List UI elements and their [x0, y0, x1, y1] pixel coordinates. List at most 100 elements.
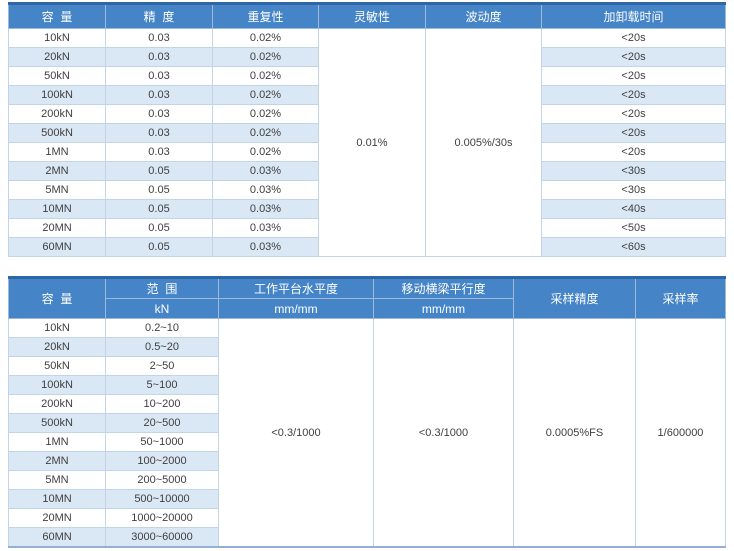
t1-header-precision: 精 度 [105, 3, 213, 29]
cell-capacity: 60MN [8, 237, 106, 257]
cell-capacity: 50kN [8, 66, 106, 86]
t1-header-repeatability: 重复性 [212, 3, 319, 29]
cell-capacity: 20kN [8, 47, 106, 67]
table-row: 5MN 0.05 0.03% <30s [8, 180, 726, 200]
cell-precision: 0.05 [105, 180, 213, 200]
cell-load-time: <20s [541, 142, 726, 162]
cell-precision: 0.05 [105, 237, 213, 257]
cell-precision: 0.05 [105, 218, 213, 238]
table-row: 2MN 100~2000 [8, 451, 726, 471]
cell-capacity: 20MN [8, 218, 106, 238]
cell-load-time: <20s [541, 85, 726, 105]
cell-repeatability: 0.03% [212, 180, 319, 200]
cell-repeatability: 0.03% [212, 237, 319, 257]
cell-range: 0.5~20 [105, 337, 219, 357]
table-row: 60MN 0.05 0.03% <60s [8, 237, 726, 257]
cell-crosshead-parallelism: <0.3/1000 [373, 318, 514, 548]
cell-load-time: <30s [541, 161, 726, 181]
range-table-body: 10kN 0.2~10 <0.3/1000 <0.3/1000 0.0005%FS 1/6… [8, 318, 726, 548]
cell-capacity: 1MN [8, 142, 106, 162]
cell-capacity: 50kN [8, 356, 106, 376]
cell-range: 200~5000 [105, 470, 219, 490]
cell-capacity: 10MN [8, 199, 106, 219]
table-row: 60MN 3000~60000 [8, 527, 726, 548]
cell-capacity: 10kN [8, 28, 106, 48]
cell-capacity: 500kN [8, 123, 106, 143]
t1-header-fluctuation: 波动度 [425, 3, 542, 29]
cell-platform-levelness: <0.3/1000 [218, 318, 374, 548]
table-row: 200kN 0.03 0.02% <20s [8, 104, 726, 124]
cell-repeatability: 0.03% [212, 161, 319, 181]
cell-range: 0.2~10 [105, 318, 219, 338]
table-row: 1MN 50~1000 [8, 432, 726, 452]
table-row: 20kN 0.03 0.02% <20s [8, 47, 726, 67]
cell-capacity: 2MN [8, 451, 106, 471]
cell-sensitivity: 0.01% [318, 28, 426, 257]
header-row: 容 量 范 围 工作平台水平度 移动横梁平行度 采样精度 采样率 [8, 277, 726, 319]
cell-capacity: 100kN [8, 375, 106, 395]
cell-repeatability: 0.02% [212, 142, 319, 162]
t2-header-crosshead-parallelism: 移动横梁平行度 [373, 277, 514, 299]
cell-capacity: 20MN [8, 508, 106, 528]
cell-fluctuation: 0.005%/30s [425, 28, 542, 257]
cell-load-time: <30s [541, 180, 726, 200]
cell-repeatability: 0.03% [212, 218, 319, 238]
cell-capacity: 5MN [8, 180, 106, 200]
t2-header-range: 范 围 [105, 277, 219, 299]
cell-load-time: <20s [541, 28, 726, 48]
table-row: 200kN 10~200 [8, 394, 726, 414]
table-row: 1MN 0.03 0.02% <20s [8, 142, 726, 162]
t2-header-sampling-accuracy: 采样精度 [513, 277, 636, 319]
table-row: 100kN 5~100 [8, 375, 726, 395]
t1-header-sensitivity: 灵敏性 [318, 3, 426, 29]
header-unit-row: kN mm/mm mm/mm [9, 298, 726, 319]
cell-precision: 0.03 [105, 123, 213, 143]
t2-header-capacity: 容 量 [8, 277, 106, 319]
t1-header-capacity: 容 量 [8, 3, 106, 29]
cell-capacity: 200kN [8, 394, 106, 414]
cell-precision: 0.03 [105, 104, 213, 124]
table-row: 500kN 0.03 0.02% <20s [8, 123, 726, 143]
cell-range: 2~50 [105, 356, 219, 376]
accuracy-table-body: 10kN 0.03 0.02% 0.01% 0.005%/30s <20s 20kN 0.03… [8, 28, 726, 257]
cell-repeatability: 0.02% [212, 47, 319, 67]
header-row: 容 量 精 度 重复性 灵敏性 波动度 加卸载时间 [8, 3, 726, 29]
cell-range: 5~100 [105, 375, 219, 395]
cell-load-time: <20s [541, 123, 726, 143]
cell-capacity: 500kN [8, 413, 106, 433]
table-row: 10MN 500~10000 [8, 489, 726, 509]
table-row: 2MN 0.05 0.03% <30s [8, 161, 726, 181]
cell-range: 20~500 [105, 413, 219, 433]
cell-capacity: 10kN [8, 318, 106, 338]
cell-repeatability: 0.02% [212, 85, 319, 105]
cell-capacity: 100kN [8, 85, 106, 105]
cell-capacity: 1MN [8, 432, 106, 452]
cell-precision: 0.03 [105, 28, 213, 48]
cell-sampling-rate: 1/600000 [635, 318, 726, 548]
cell-precision: 0.05 [105, 199, 213, 219]
accuracy-table-header: 容 量 精 度 重复性 灵敏性 波动度 加卸载时间 [8, 3, 726, 29]
table-row: 20kN 0.5~20 [8, 337, 726, 357]
cell-precision: 0.03 [105, 142, 213, 162]
range-table-header: 容 量 范 围 工作平台水平度 移动横梁平行度 采样精度 采样率 kN mm/m… [8, 277, 726, 319]
cell-load-time: <50s [541, 218, 726, 238]
table-row: 10MN 0.05 0.03% <40s [8, 199, 726, 219]
t2-header-platform-unit: mm/mm [218, 298, 374, 319]
cell-sampling-accuracy: 0.0005%FS [513, 318, 636, 548]
cell-repeatability: 0.02% [212, 66, 319, 86]
table-row: 500kN 20~500 [8, 413, 726, 433]
cell-repeatability: 0.02% [212, 28, 319, 48]
cell-load-time: <20s [541, 104, 726, 124]
cell-load-time: <40s [541, 199, 726, 219]
table-row: 50kN 2~50 [8, 356, 726, 376]
cell-range: 100~2000 [105, 451, 219, 471]
cell-capacity: 60MN [8, 527, 106, 548]
cell-range: 3000~60000 [105, 527, 219, 548]
cell-load-time: <20s [541, 66, 726, 86]
table-row: 10kN 0.03 0.02% 0.01% 0.005%/30s <20s [8, 28, 726, 257]
cell-load-time: <20s [541, 47, 726, 67]
cell-range: 50~1000 [105, 432, 219, 452]
cell-precision: 0.03 [105, 47, 213, 67]
cell-repeatability: 0.02% [212, 123, 319, 143]
